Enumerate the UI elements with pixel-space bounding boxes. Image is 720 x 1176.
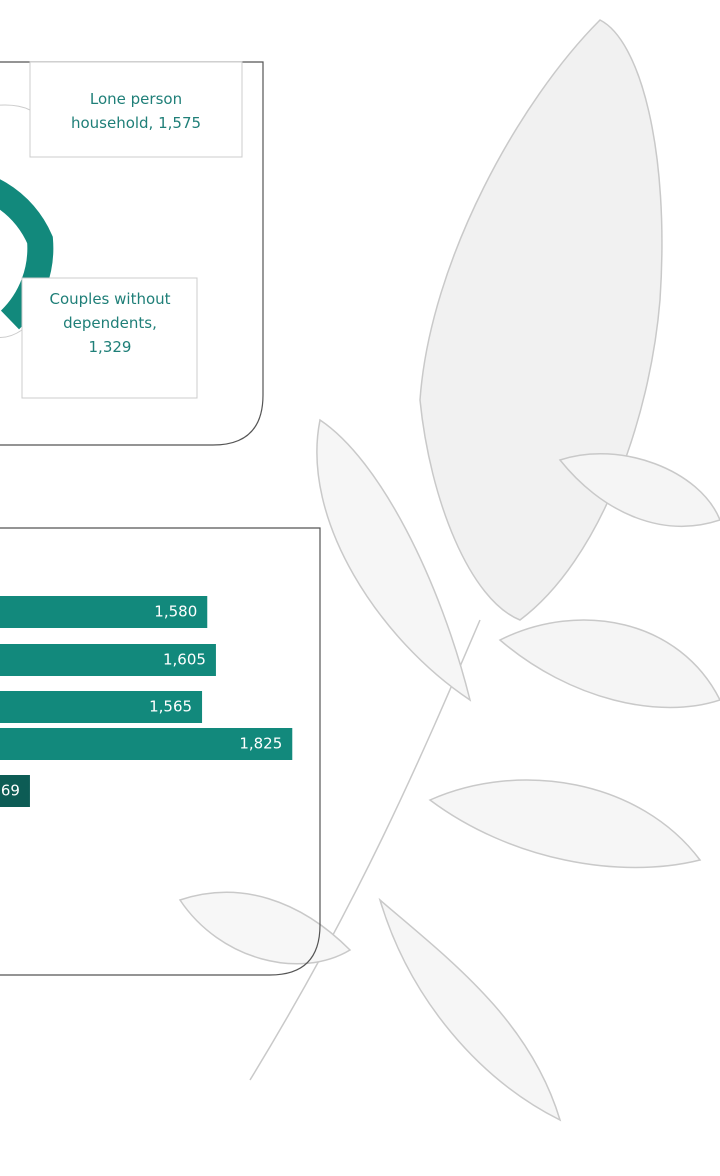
leader-line [0,104,31,338]
panel-border [0,527,321,976]
bar-chart: 1,580 1,605 1,565 1,825 1,069 [0,596,293,807]
callout-line: dependents, [63,314,157,332]
bar [0,596,208,628]
callout-box [29,61,243,158]
panel-border [0,61,264,446]
bar [0,691,203,723]
callout-box [21,277,198,399]
bar-value-label: 1,565 [149,698,192,716]
bar [0,728,293,760]
bar-value-label: 1,580 [154,603,197,621]
callout-line: household, 1,575 [71,114,201,132]
bar-value-label: 1,069 [0,782,20,800]
callout-line: Couples without [49,290,170,308]
bar-value-label: 1,605 [163,651,206,669]
bar [0,644,216,676]
callout-line: 1,329 [89,338,132,356]
callout-text: Lone person household, 1,575 [71,90,201,132]
botanical-illustration [178,19,720,1122]
bar-value-label: 1,825 [239,735,282,753]
callout-text: Couples without dependents, 1,329 [49,290,170,356]
callout-line: Lone person [90,90,182,108]
bar [0,775,30,807]
